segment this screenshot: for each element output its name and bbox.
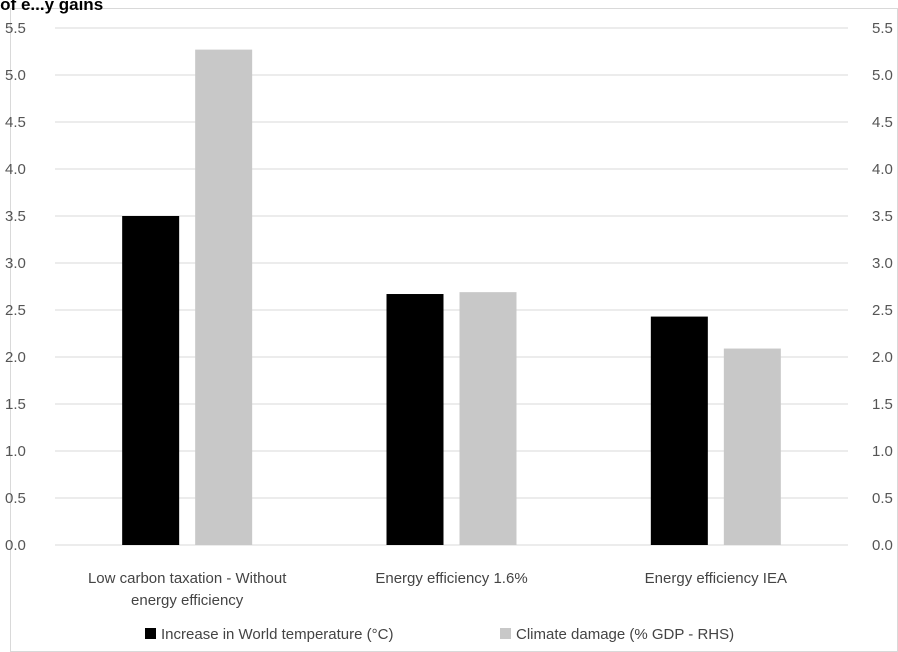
y-tick-label-right: 3.5 bbox=[872, 208, 893, 225]
y-axis-left: 0.0 0.5 1.0 1.5 2.0 2.5 3.0 3.5 4.0 4.5 5.0 5.5 bbox=[5, 20, 26, 554]
y-tick-label-left: 4.0 bbox=[5, 161, 26, 178]
y-tick-label-right: 2.5 bbox=[872, 302, 893, 319]
y-tick-label-right: 4.5 bbox=[872, 114, 893, 131]
legend: Increase in World temperature (°C) Climat… bbox=[145, 626, 734, 643]
y-tick-label-left: 3.0 bbox=[5, 255, 26, 272]
y-tick-label-left: 1.0 bbox=[5, 443, 26, 460]
y-tick-label-left: 5.5 bbox=[5, 20, 26, 37]
x-category-label: Low carbon taxation - Without bbox=[88, 570, 287, 587]
y-tick-label-right: 1.5 bbox=[872, 396, 893, 413]
y-tick-label-right: 4.0 bbox=[872, 161, 893, 178]
legend-swatch bbox=[145, 628, 156, 639]
x-category-label: energy efficiency bbox=[131, 592, 244, 609]
bar-climate-damage bbox=[723, 348, 781, 545]
bar-temperature bbox=[122, 216, 180, 545]
y-tick-label-left: 2.5 bbox=[5, 302, 26, 319]
chart-title: y of e...y gains bbox=[0, 0, 103, 14]
bar-climate-damage bbox=[195, 49, 253, 546]
y-tick-label-left: 2.0 bbox=[5, 349, 26, 366]
gridlines bbox=[55, 27, 848, 546]
y-tick-label-left: 5.0 bbox=[5, 67, 26, 84]
y-tick-label-right: 1.0 bbox=[872, 443, 893, 460]
legend-label: Climate damage (% GDP - RHS) bbox=[516, 626, 734, 643]
y-tick-label-right: 0.5 bbox=[872, 490, 893, 507]
y-tick-label-right: 3.0 bbox=[872, 255, 893, 272]
legend-swatch bbox=[500, 628, 511, 639]
y-axis-right: 0.0 0.5 1.0 1.5 2.0 2.5 3.0 3.5 4.0 4.5 5.0 5.5 bbox=[872, 20, 893, 554]
legend-label: Increase in World temperature (°C) bbox=[161, 626, 393, 643]
y-tick-label-left: 0.5 bbox=[5, 490, 26, 507]
y-tick-label-right: 2.0 bbox=[872, 349, 893, 366]
y-tick-label-right: 0.0 bbox=[872, 537, 893, 554]
bars bbox=[122, 49, 781, 546]
x-category-label: Energy efficiency 1.6% bbox=[375, 570, 527, 587]
bar-temperature bbox=[650, 316, 708, 545]
x-category-label: Energy efficiency IEA bbox=[645, 570, 787, 587]
y-tick-label-left: 1.5 bbox=[5, 396, 26, 413]
y-tick-label-right: 5.5 bbox=[872, 20, 893, 37]
y-tick-label-left: 0.0 bbox=[5, 537, 26, 554]
bar-temperature bbox=[386, 294, 444, 545]
bar-climate-damage bbox=[459, 292, 517, 545]
y-tick-label-right: 5.0 bbox=[872, 67, 893, 84]
x-axis-labels: Low carbon taxation - Without energy effi… bbox=[88, 570, 787, 609]
y-tick-label-left: 4.5 bbox=[5, 114, 26, 131]
y-tick-label-left: 3.5 bbox=[5, 208, 26, 225]
